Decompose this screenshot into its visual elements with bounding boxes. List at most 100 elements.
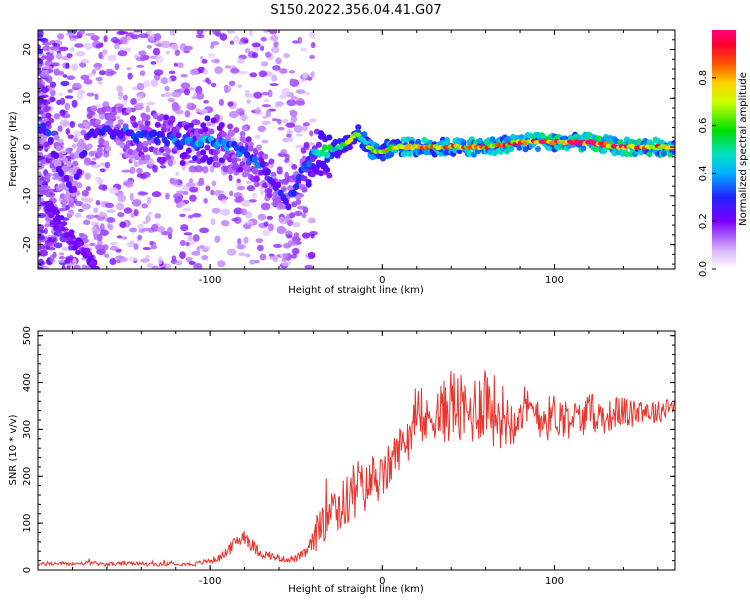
- heatmap-cell: [308, 217, 316, 223]
- heatmap-cell: [68, 201, 75, 208]
- heatmap-cell: [243, 236, 249, 244]
- heatmap-cell: [90, 164, 101, 168]
- heatmap-cell: [117, 212, 125, 217]
- heatmap-cell: [180, 82, 191, 90]
- heatmap-cell: [309, 118, 317, 123]
- spectrogram-y-label: Frequency (Hz): [8, 111, 19, 187]
- heatmap-cell: [46, 207, 53, 213]
- heatmap-cell: [282, 118, 289, 124]
- heatmap-cell: [290, 189, 297, 197]
- heatmap-cell: [227, 129, 236, 137]
- heatmap-cell: [249, 259, 256, 265]
- heatmap-cell: [224, 65, 231, 69]
- heatmap-cell: [39, 162, 45, 169]
- heatmap-cell: [231, 158, 238, 165]
- heatmap-cell: [271, 118, 279, 122]
- heatmap-cell: [38, 249, 48, 257]
- heatmap-cell: [130, 115, 137, 122]
- heatmap-cell: [152, 47, 161, 56]
- heatmap-cell: [196, 181, 205, 187]
- y-tick-label: 100: [22, 514, 33, 533]
- heatmap-cell: [65, 180, 72, 188]
- colorbar-tick-label: 0.0: [698, 261, 709, 277]
- heatmap-cell: [130, 98, 137, 105]
- heatmap-cell: [72, 264, 81, 269]
- heatmap-cell: [195, 34, 205, 39]
- heatmap-cell: [69, 254, 74, 260]
- heatmap-cell: [309, 142, 315, 146]
- heatmap-cell: [295, 133, 303, 137]
- heatmap-cell: [268, 253, 275, 257]
- heatmap-cell: [251, 52, 259, 59]
- heatmap-cell: [302, 72, 308, 79]
- heatmap-cell: [84, 157, 91, 164]
- heatmap-cell: [259, 45, 265, 51]
- heatmap-cell: [362, 140, 369, 145]
- heatmap-cell: [245, 211, 253, 219]
- heatmap-cell: [406, 151, 413, 158]
- heatmap-cell: [80, 30, 86, 35]
- heatmap-cell: [57, 125, 63, 132]
- heatmap-cell: [150, 61, 157, 65]
- heatmap-cell: [259, 187, 264, 196]
- heatmap-cell: [175, 171, 180, 176]
- heatmap-cell: [211, 180, 217, 187]
- heatmap-cell: [263, 221, 269, 227]
- heatmap-cell: [57, 33, 65, 40]
- heatmap-cell: [235, 181, 243, 187]
- heatmap-cell: [203, 197, 208, 204]
- heatmap-cell: [58, 169, 65, 177]
- heatmap-cell: [174, 195, 179, 200]
- heatmap-cell: [294, 210, 303, 217]
- heatmap-cell: [307, 251, 316, 260]
- heatmap-cell: [260, 202, 271, 211]
- heatmap-cell: [192, 234, 200, 242]
- heatmap-cell: [65, 128, 71, 135]
- heatmap-cell: [61, 204, 67, 208]
- heatmap-cell: [81, 264, 87, 269]
- heatmap-cell: [144, 154, 151, 161]
- heatmap-cell: [114, 42, 120, 50]
- heatmap-cell: [239, 114, 249, 122]
- heatmap-cell: [127, 72, 133, 80]
- heatmap-cell: [221, 198, 227, 205]
- heatmap-cell: [295, 89, 306, 94]
- y-tick-label: 400: [22, 373, 33, 392]
- heatmap-cell: [246, 185, 256, 192]
- heatmap-cell: [154, 213, 162, 219]
- heatmap-cell: [303, 141, 310, 148]
- heatmap-cell: [268, 158, 275, 165]
- heatmap-cell: [123, 207, 133, 214]
- heatmap-cell: [262, 115, 268, 119]
- heatmap-cell: [337, 145, 344, 150]
- heatmap-cell: [226, 248, 237, 256]
- y-tick-label: 500: [22, 326, 33, 345]
- heatmap-cell: [196, 246, 201, 253]
- heatmap-cell: [188, 260, 196, 266]
- snr-series: [38, 370, 675, 568]
- heatmap-cell: [301, 175, 308, 182]
- heatmap-cell: [173, 62, 178, 67]
- heatmap-cell: [55, 214, 62, 220]
- heatmap-cell: [152, 165, 158, 173]
- heatmap-cell: [326, 134, 333, 141]
- heatmap-cell: [165, 192, 170, 200]
- heatmap-cell: [145, 254, 151, 260]
- heatmap-cell: [121, 169, 131, 173]
- heatmap-cell: [205, 185, 211, 192]
- heatmap-cell: [80, 129, 87, 136]
- heatmap-cell: [237, 166, 244, 173]
- y-tick-label: -10: [22, 188, 33, 204]
- heatmap-cell: [82, 219, 91, 226]
- heatmap-cell: [38, 179, 43, 188]
- heatmap-cell: [59, 193, 66, 200]
- heatmap-cell: [168, 70, 176, 75]
- x-tick-label: 100: [545, 275, 564, 286]
- heatmap-cell: [86, 143, 93, 150]
- heatmap-cell: [245, 136, 252, 143]
- heatmap-cell: [118, 257, 129, 263]
- heatmap-cell: [151, 191, 162, 198]
- heatmap-cell: [114, 63, 120, 71]
- figure-title: S150.2022.356.04.41.G07: [270, 3, 441, 18]
